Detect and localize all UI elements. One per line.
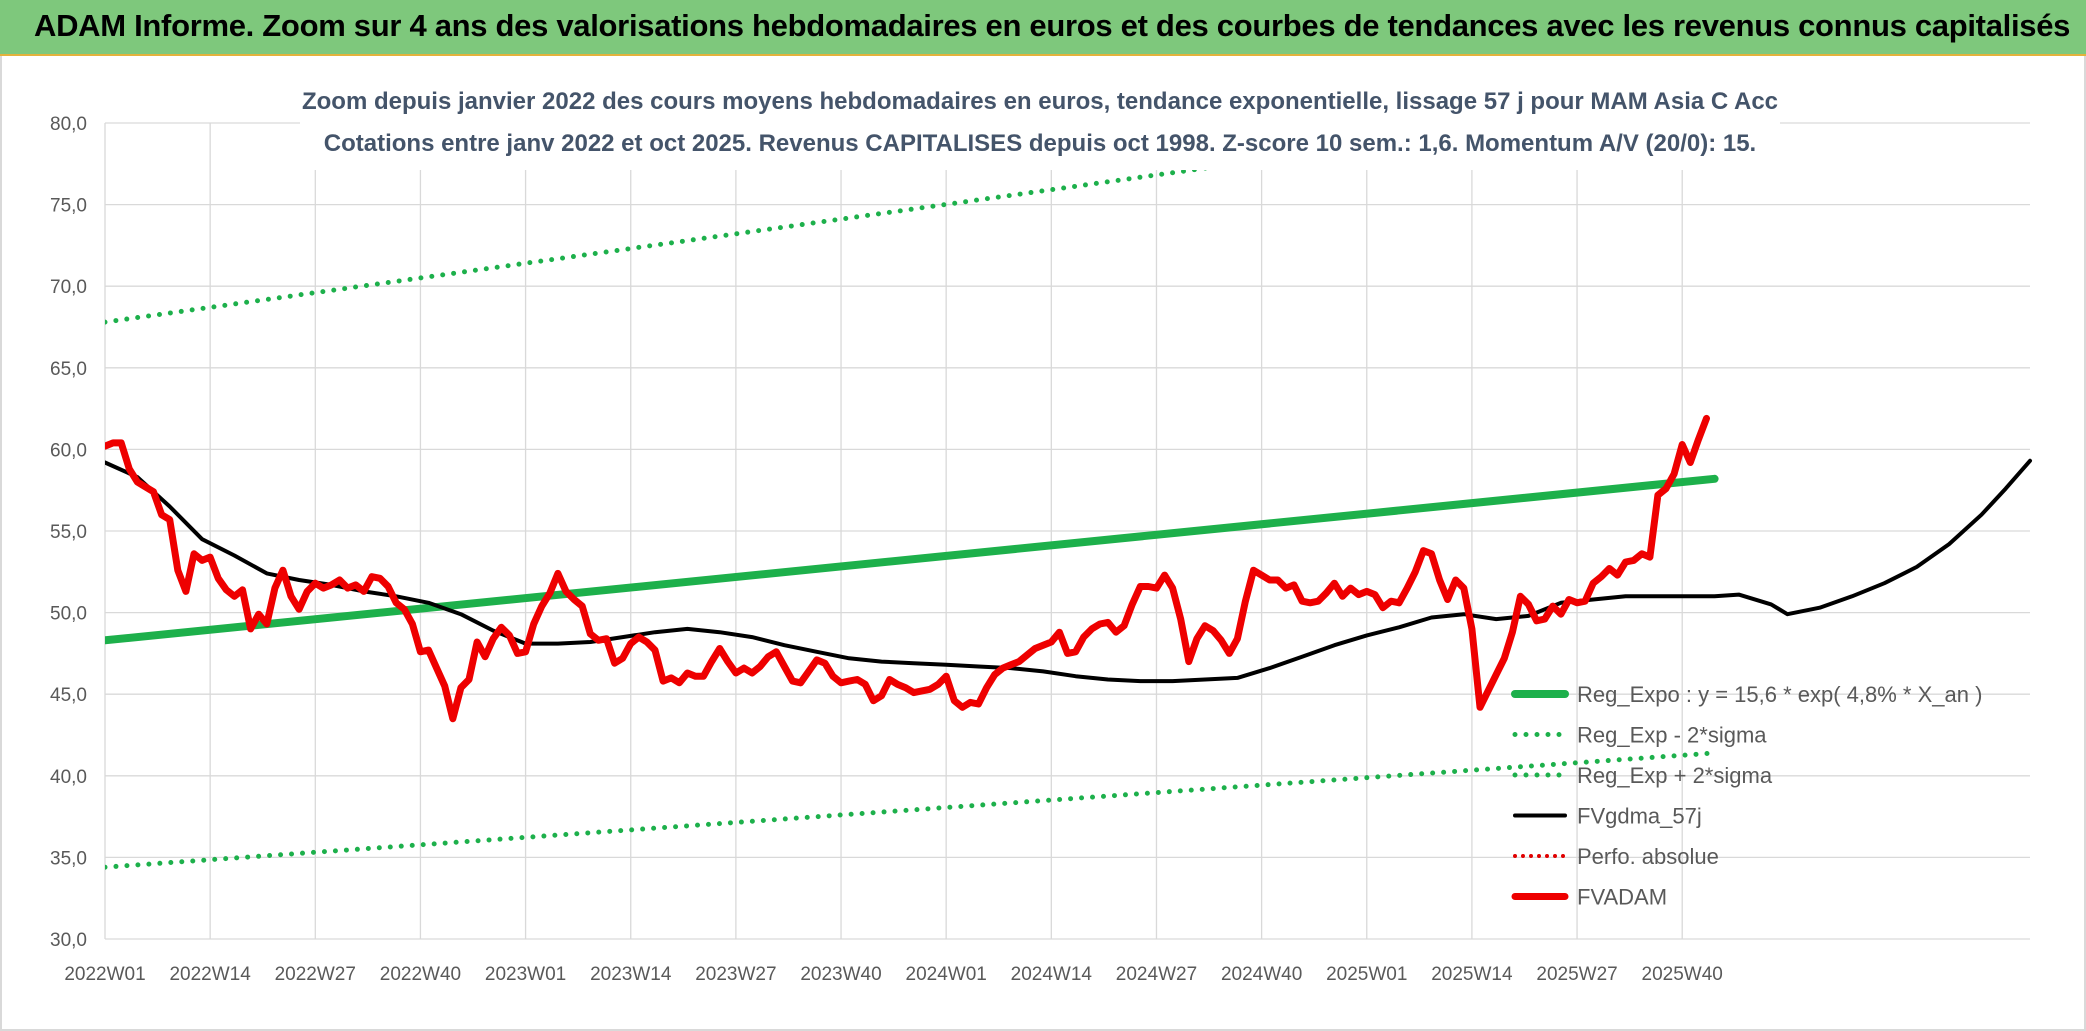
- x-tick-label: 2023W40: [800, 964, 881, 985]
- report-title: ADAM Informe. Zoom sur 4 ans des valoris…: [34, 8, 2071, 43]
- y-tick-label: 40,0: [50, 767, 87, 788]
- x-tick-label: 2023W01: [485, 964, 566, 985]
- x-tick-label: 2023W27: [695, 964, 776, 985]
- series-line-reg-exp-2-sigma: [105, 750, 1718, 870]
- x-tick-label: 2024W14: [1011, 964, 1093, 985]
- axis-layer: 30,0 35,0 40,0 45,0 50,0 55,0 60,0 65,0 70,0 75,0…: [50, 114, 1723, 985]
- x-tick-label: 2024W40: [1221, 964, 1302, 985]
- y-tick-label: 55,0: [50, 522, 87, 543]
- x-tick-label: 2022W01: [64, 964, 145, 985]
- x-tick-label: 2025W01: [1326, 964, 1407, 985]
- x-tick-label: 2022W14: [169, 964, 251, 985]
- y-tick-label: 45,0: [50, 685, 87, 706]
- y-tick-label: 60,0: [50, 440, 87, 461]
- chart-title-line-2: Cotations entre janv 2022 et oct 2025. R…: [324, 130, 1756, 157]
- y-tick-label: 70,0: [50, 277, 87, 298]
- y-tick-label: 30,0: [50, 930, 87, 951]
- series-line-fvadam: [105, 414, 1710, 723]
- x-tick-label: 2022W27: [275, 964, 356, 985]
- report-banner: ADAM Informe. Zoom sur 4 ans des valoris…: [0, 0, 2086, 56]
- series-layer: [105, 118, 2032, 870]
- y-tick-label: 75,0: [50, 196, 87, 217]
- y-tick-label: 35,0: [50, 848, 87, 869]
- legend-label: Reg_Exp - 2*sigma: [1577, 723, 1767, 748]
- grid-layer: [104, 122, 2030, 940]
- legend-label: Reg_Exp + 2*sigma: [1577, 763, 1773, 788]
- y-tick-label: 65,0: [50, 359, 87, 380]
- chart-title-line-1: Zoom depuis janvier 2022 des cours moyen…: [302, 88, 1778, 115]
- chart-legend: Reg_Expo : y = 15,6 * exp( 4,8% * X_an )…: [1511, 682, 1982, 910]
- legend-label: FVgdma_57j: [1577, 804, 1702, 829]
- legend-label: FVADAM: [1577, 885, 1667, 910]
- x-tick-label: 2023W14: [590, 964, 672, 985]
- chart-title-block: Zoom depuis janvier 2022 des cours moyen…: [300, 78, 1780, 170]
- chart-frame: [0, 56, 2086, 1031]
- legend-label: Perfo. absolue: [1577, 844, 1719, 869]
- x-tick-label: 2024W01: [906, 964, 987, 985]
- series-line-fvgdma-57j: [105, 458, 2032, 684]
- series-line-reg-expo-y-15-6-exp-4-8-x-an: [105, 474, 1719, 645]
- x-tick-label: 2025W14: [1431, 964, 1513, 985]
- x-tick-label: 2022W40: [380, 964, 461, 985]
- y-tick-label: 50,0: [50, 604, 87, 625]
- x-tick-label: 2025W27: [1536, 964, 1617, 985]
- legend-label: Reg_Expo : y = 15,6 * exp( 4,8% * X_an ): [1577, 682, 1982, 707]
- y-tick-label: 80,0: [50, 114, 87, 135]
- x-tick-label: 2024W27: [1116, 964, 1197, 985]
- x-tick-label: 2025W40: [1642, 964, 1723, 985]
